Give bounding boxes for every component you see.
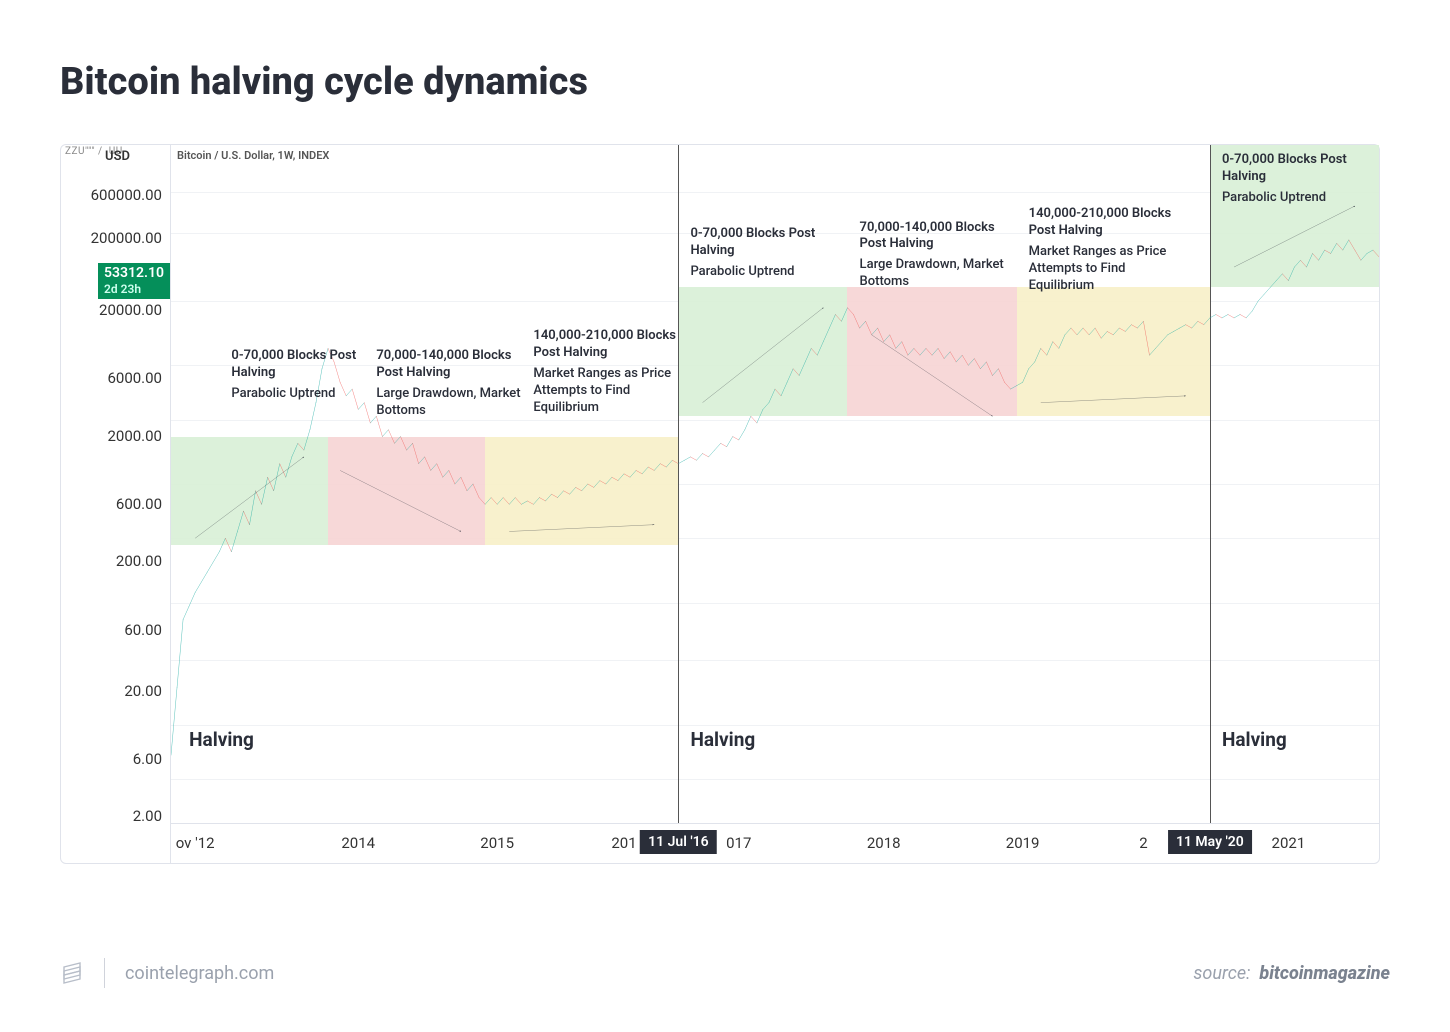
x-tick-label: 201 — [611, 834, 636, 852]
current-price-countdown: 2d 23h — [104, 282, 164, 296]
footer: cointelegraph.com source: bitcoinmagazin… — [60, 958, 1390, 988]
current-price-value: 53312.10 — [104, 265, 164, 282]
footer-source: source: bitcoinmagazine — [1193, 963, 1390, 984]
phase-annotation: 140,000-210,000 Blocks Post HalvingMarke… — [533, 328, 693, 416]
y-unit-label: USD — [105, 149, 130, 164]
x-tick-label: 2015 — [480, 834, 514, 852]
chart-container: ZZU""" / .UU USD 600000.00200000.0020000… — [60, 144, 1380, 864]
footer-site: cointelegraph.com — [125, 963, 274, 984]
y-tick-label: 600000.00 — [91, 186, 162, 204]
x-axis: ov '12 2014 2015 201 017 2018 2019 2 2021 11 Jul … — [171, 823, 1379, 863]
phase-annotation: 140,000-210,000 Blocks Post HalvingMarke… — [1029, 206, 1189, 294]
x-tick-label: 017 — [726, 834, 751, 852]
current-price-badge: 53312.10 2d 23h — [98, 263, 170, 298]
y-tick-label: 60.00 — [124, 621, 162, 639]
x-tick-label: ov '12 — [176, 834, 215, 852]
y-tick-label: 2.00 — [133, 807, 162, 825]
y-tick-label: 200.00 — [116, 552, 162, 570]
y-axis: ZZU""" / .UU USD 600000.00200000.0020000… — [61, 145, 171, 863]
x-tick-label: 2019 — [1006, 834, 1040, 852]
halving-label: Halving — [690, 728, 755, 751]
footer-divider — [104, 958, 105, 988]
x-tick-label: 2 — [1139, 834, 1147, 852]
phase-annotation: 70,000-140,000 Blocks Post HalvingLarge … — [376, 348, 536, 420]
y-tick-label: 6.00 — [133, 750, 162, 768]
halving-label: Halving — [1222, 728, 1287, 751]
x-tick-label: 2014 — [341, 834, 375, 852]
plot-area: Bitcoin / U.S. Dollar, 1W, INDEX 0-70,00… — [171, 145, 1379, 823]
y-tick-label: 200000.00 — [91, 229, 162, 247]
phase-annotation: 70,000-140,000 Blocks Post HalvingLarge … — [860, 220, 1020, 292]
x-tick-label: 2021 — [1272, 834, 1306, 852]
y-tick-label: 20.00 — [124, 682, 162, 700]
x-tick-label: 2018 — [867, 834, 901, 852]
halving-label: Halving — [189, 728, 254, 751]
x-date-marker: 11 May '20 — [1168, 830, 1252, 854]
x-date-marker: 11 Jul '16 — [640, 830, 717, 854]
y-tick-label: 2000.00 — [107, 427, 162, 445]
y-tick-label: 20000.00 — [99, 301, 162, 319]
y-tick-label: 600.00 — [116, 495, 162, 513]
logo-icon — [60, 961, 84, 985]
phase-annotation: 0-70,000 Blocks Post HalvingParabolic Up… — [690, 226, 850, 281]
phase-annotation: 0-70,000 Blocks Post HalvingParabolic Up… — [231, 348, 391, 403]
page-title: Bitcoin halving cycle dynamics — [60, 60, 1390, 104]
phase-annotation: 0-70,000 Blocks Post HalvingParabolic Up… — [1222, 152, 1379, 207]
y-tick-label: 6000.00 — [107, 369, 162, 387]
